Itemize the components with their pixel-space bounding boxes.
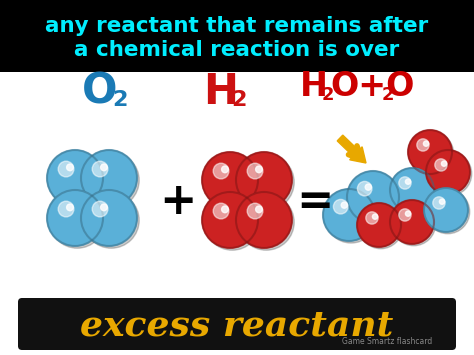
- Circle shape: [325, 191, 377, 243]
- Circle shape: [92, 161, 108, 177]
- Circle shape: [255, 206, 262, 213]
- Text: 2: 2: [231, 90, 246, 110]
- Text: 2: 2: [322, 86, 335, 104]
- Circle shape: [47, 190, 103, 246]
- Circle shape: [83, 192, 139, 248]
- Circle shape: [238, 194, 294, 250]
- Circle shape: [204, 194, 260, 250]
- Circle shape: [433, 197, 445, 209]
- Circle shape: [100, 164, 107, 171]
- Circle shape: [426, 150, 470, 194]
- Text: H: H: [300, 71, 328, 104]
- Text: a chemical reaction is over: a chemical reaction is over: [74, 40, 400, 60]
- Circle shape: [399, 177, 411, 189]
- Circle shape: [247, 163, 263, 179]
- Circle shape: [222, 206, 228, 213]
- Circle shape: [47, 150, 103, 206]
- Circle shape: [341, 202, 347, 208]
- Circle shape: [424, 188, 468, 232]
- Circle shape: [222, 166, 228, 173]
- Circle shape: [347, 171, 399, 223]
- Circle shape: [410, 132, 454, 176]
- Circle shape: [204, 154, 260, 210]
- Circle shape: [405, 179, 410, 184]
- Circle shape: [247, 203, 263, 219]
- Circle shape: [323, 189, 375, 241]
- Circle shape: [392, 170, 436, 214]
- Circle shape: [213, 163, 229, 179]
- Circle shape: [435, 159, 447, 171]
- Circle shape: [67, 204, 73, 211]
- Circle shape: [357, 181, 372, 196]
- Circle shape: [236, 192, 292, 248]
- Circle shape: [365, 184, 372, 190]
- Text: =: =: [296, 180, 334, 224]
- Circle shape: [81, 190, 137, 246]
- Text: Game Smartz flashcard: Game Smartz flashcard: [342, 337, 432, 345]
- Circle shape: [49, 192, 105, 248]
- Text: H: H: [203, 71, 238, 113]
- Circle shape: [236, 152, 292, 208]
- Circle shape: [202, 152, 258, 208]
- Circle shape: [390, 200, 434, 244]
- Circle shape: [359, 205, 403, 249]
- Circle shape: [67, 164, 73, 171]
- Text: any reactant that remains after: any reactant that remains after: [46, 16, 428, 36]
- FancyBboxPatch shape: [18, 298, 456, 350]
- FancyArrow shape: [337, 135, 366, 163]
- Circle shape: [92, 201, 108, 217]
- Circle shape: [58, 201, 74, 217]
- Circle shape: [408, 130, 452, 174]
- Circle shape: [349, 173, 401, 225]
- Circle shape: [81, 150, 137, 206]
- Circle shape: [357, 203, 401, 247]
- Circle shape: [83, 152, 139, 208]
- Circle shape: [373, 214, 378, 219]
- Circle shape: [441, 161, 447, 166]
- Circle shape: [58, 161, 74, 177]
- Circle shape: [213, 203, 229, 219]
- Circle shape: [428, 152, 472, 196]
- Text: O: O: [82, 71, 118, 113]
- Text: excess reactant: excess reactant: [80, 309, 394, 343]
- Circle shape: [390, 168, 434, 212]
- Circle shape: [423, 141, 428, 146]
- Circle shape: [417, 139, 429, 151]
- Circle shape: [366, 212, 378, 224]
- Bar: [0, 0, 474, 72]
- Circle shape: [49, 152, 105, 208]
- Circle shape: [439, 199, 445, 204]
- Text: +: +: [159, 180, 197, 224]
- Circle shape: [202, 192, 258, 248]
- Text: O+O: O+O: [330, 71, 414, 104]
- Circle shape: [238, 154, 294, 210]
- Circle shape: [333, 200, 348, 214]
- Circle shape: [426, 190, 470, 234]
- Text: 2: 2: [112, 90, 128, 110]
- Circle shape: [405, 211, 410, 216]
- Circle shape: [100, 204, 107, 211]
- Circle shape: [392, 202, 436, 246]
- Circle shape: [255, 166, 262, 173]
- Text: 2: 2: [382, 86, 394, 104]
- Circle shape: [399, 209, 411, 221]
